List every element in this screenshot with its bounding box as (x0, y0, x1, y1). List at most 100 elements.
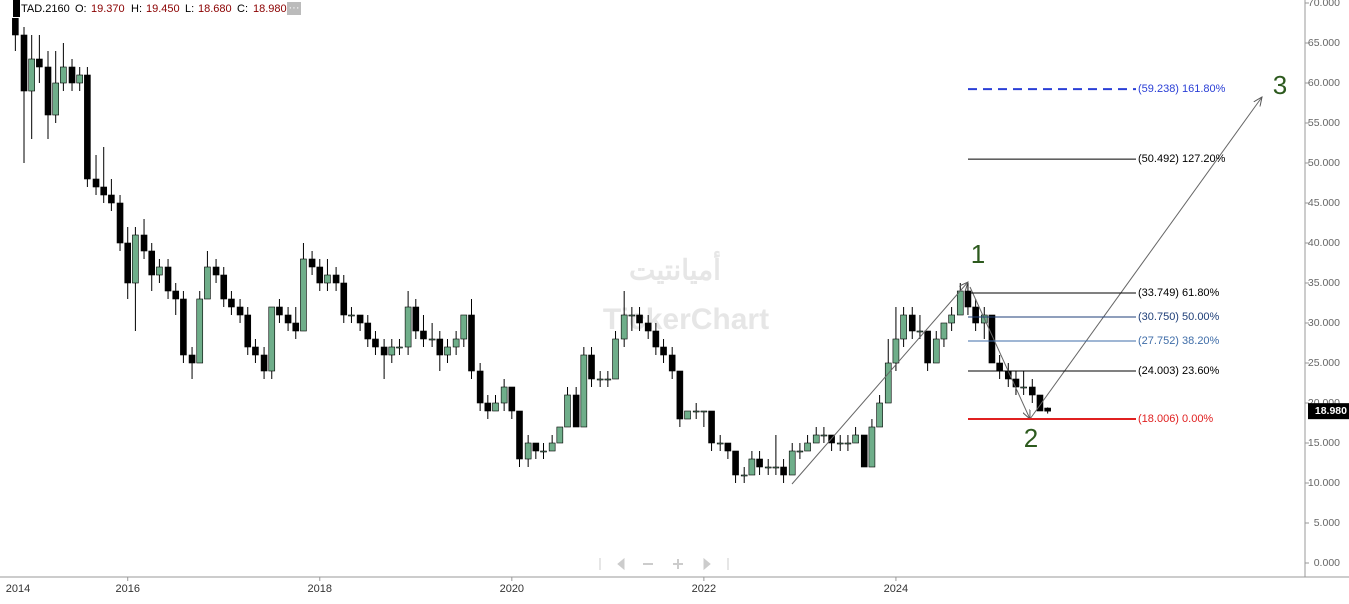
candle-body (244, 314, 252, 348)
candle-body (468, 314, 475, 372)
watermark-brand: TickerChart (603, 303, 769, 336)
y-tick-label: 40.000 (1308, 237, 1340, 249)
fib-label: (24.003) 23.60% (1138, 365, 1220, 377)
candle-body (924, 330, 931, 364)
plot (12, 0, 1051, 483)
candle-body (988, 314, 996, 364)
y-tick-label: 55.000 (1308, 117, 1340, 129)
candle-body (108, 194, 115, 204)
symbol: TAD.2160 (21, 3, 70, 15)
nav-left[interactable] (617, 557, 625, 571)
candle-body (28, 58, 35, 92)
nav-zoom-in[interactable] (673, 559, 683, 569)
candle-body (404, 306, 412, 348)
y-tick-label: 65.000 (1308, 37, 1340, 49)
candle-body (356, 314, 364, 324)
candle-body (612, 338, 619, 380)
y-tick-label: 25.000 (1308, 357, 1340, 369)
menu-dots: ··· (289, 2, 300, 14)
candle-body (932, 338, 940, 364)
candle-body (1036, 394, 1044, 412)
candle-body (428, 338, 436, 341)
y-tick-label: 70.000 (1308, 0, 1340, 9)
candle-body (604, 378, 612, 381)
candle-body (812, 434, 820, 444)
candle-body (700, 410, 708, 413)
candle-body (636, 314, 643, 324)
fib-label: (33.749) 61.80% (1138, 287, 1220, 299)
candle-body (124, 242, 132, 284)
watermark: أميانتيت TickerChart (603, 251, 769, 336)
candle-body (396, 346, 403, 349)
wave-arrow (791, 282, 968, 485)
candle-body (340, 282, 348, 316)
candle-body (580, 354, 588, 428)
candle-body (228, 298, 235, 308)
candle-body (628, 314, 636, 317)
candle-body (308, 258, 316, 268)
x-tick-label: 2020 (500, 583, 524, 595)
ohlc-value: 19.370 (91, 3, 125, 15)
fib-label: (50.492) 127.20% (1138, 153, 1226, 165)
candle-body (236, 306, 244, 316)
candle-body (156, 266, 163, 276)
candle-body (252, 346, 259, 356)
candle-body (452, 338, 460, 348)
candle-body (532, 442, 540, 452)
candle-body (556, 426, 564, 444)
candle-body (36, 58, 43, 68)
candle-body (20, 34, 28, 92)
candle-body (172, 290, 180, 300)
candle-body (436, 338, 444, 356)
candle-body (92, 178, 100, 188)
x-tick-label: 2018 (308, 583, 332, 595)
candle-body (772, 466, 780, 469)
candle-body (684, 410, 691, 420)
candle-body (796, 450, 804, 453)
candle-body (652, 330, 660, 348)
candle-body (276, 306, 283, 316)
wave-label: 3 (1273, 70, 1287, 100)
candle-body (1028, 386, 1036, 396)
candle-body (596, 378, 604, 381)
candle-body (540, 450, 547, 453)
candle-body (164, 266, 172, 292)
candle-body (492, 402, 499, 412)
candle-body (940, 322, 948, 340)
menu-button[interactable] (287, 2, 301, 15)
wave-label: 2 (1024, 423, 1038, 453)
candle-body (388, 346, 396, 356)
candle-body (300, 258, 307, 332)
y-tick-label: 50.000 (1308, 157, 1340, 169)
candle-body (1020, 386, 1027, 389)
candle-body (676, 370, 684, 420)
candle-body (204, 266, 211, 300)
candle-body (420, 330, 427, 340)
candle-body (692, 410, 700, 413)
candle-body (500, 386, 508, 404)
candle-body (260, 354, 268, 372)
nav-right[interactable] (703, 557, 711, 571)
candle-body (588, 354, 595, 380)
candle-body (76, 74, 84, 84)
candle-body (444, 346, 451, 356)
candle-body (916, 330, 924, 333)
header-bg (0, 0, 302, 18)
candle-body (116, 202, 124, 244)
candle-body (140, 234, 148, 252)
candle-body (188, 354, 196, 364)
fib-label: (27.752) 38.20% (1138, 335, 1220, 347)
candle-body (316, 266, 324, 284)
candle-body (956, 290, 964, 316)
candle-body (1044, 407, 1051, 412)
candle-body (268, 306, 276, 372)
wave-label: 1 (971, 239, 985, 269)
candle-body (908, 314, 916, 332)
candle-body (892, 338, 900, 364)
x-tick-label: 2022 (692, 583, 716, 595)
candle-body (460, 314, 468, 340)
candle-body (668, 354, 676, 372)
y-tick-label: 5.000 (1314, 517, 1340, 529)
wave-arrow (969, 286, 1030, 419)
